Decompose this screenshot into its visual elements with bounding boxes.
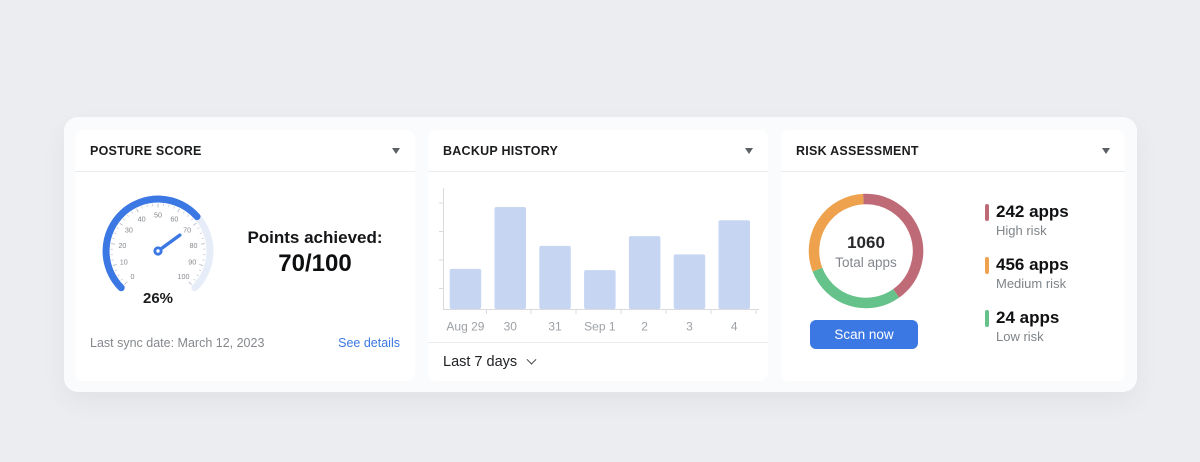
svg-text:70: 70: [183, 225, 191, 234]
risk-assessment-header: RISK ASSESSMENT: [781, 130, 1125, 172]
backup-history-card: BACKUP HISTORY Aug 29 30 31 Sep 1 2 3 4 Last 7…: [428, 130, 768, 381]
chevron-down-icon: [526, 354, 537, 365]
posture-score-card: POSTURE SCORE 0 10 20 30 40 50 60 70 80 90 100 26%…: [75, 130, 415, 381]
svg-text:80: 80: [190, 241, 198, 250]
risk-assessment-title: RISK ASSESSMENT: [796, 143, 919, 158]
backup-history-header: BACKUP HISTORY: [428, 130, 768, 172]
last-7-days-dropdown[interactable]: Last 7 days: [428, 342, 768, 381]
legend-item-medium-risk: 456 apps Medium risk: [985, 255, 1069, 291]
bar-chart-svg: Aug 29 30 31 Sep 1 2 3 4: [439, 188, 759, 334]
risk-donut-chart: [801, 186, 931, 316]
svg-text:4: 4: [731, 320, 738, 334]
posture-score-title: POSTURE SCORE: [90, 143, 202, 158]
svg-text:2: 2: [641, 320, 648, 334]
points-block: Points achieved: 70/100: [225, 227, 405, 279]
svg-text:Aug 29: Aug 29: [446, 320, 484, 334]
gauge-percent-label: 26%: [142, 290, 174, 307]
scan-now-button[interactable]: Scan now: [810, 320, 918, 349]
posture-gauge-chart: 0 10 20 30 40 50 60 70 80 90 100: [93, 191, 223, 303]
last-sync-text: Last sync date: March 12, 2023: [90, 336, 265, 350]
gauge-svg: 010 20 30 40 50 60 70 80 90 100: [102, 195, 214, 292]
svg-text:60: 60: [170, 214, 178, 223]
dropdown-caret-icon[interactable]: [745, 147, 753, 154]
filter-label: Last 7 days: [443, 354, 518, 370]
svg-text:100: 100: [177, 272, 189, 281]
svg-text:90: 90: [188, 258, 196, 267]
high-risk-marker-icon: [985, 204, 989, 221]
svg-text:10: 10: [120, 258, 128, 267]
medium-risk-marker-icon: [985, 257, 989, 274]
posture-footer: Last sync date: March 12, 2023 See detai…: [90, 336, 400, 350]
points-achieved-label: Points achieved:: [247, 228, 383, 247]
low-risk-value: 24 apps: [996, 308, 1060, 327]
low-risk-label: Low risk: [996, 329, 1044, 344]
svg-text:0: 0: [131, 272, 135, 281]
low-risk-marker-icon: [985, 310, 989, 327]
dropdown-caret-icon[interactable]: [1102, 147, 1110, 154]
donut-chart-svg: [808, 193, 924, 309]
points-achieved-value: 70/100: [278, 250, 352, 277]
legend-item-low-risk: 24 apps Low risk: [985, 308, 1069, 344]
risk-legend: 242 apps High risk 456 apps Medium risk …: [985, 202, 1069, 361]
svg-text:3: 3: [686, 320, 693, 334]
svg-text:30: 30: [504, 320, 518, 334]
svg-text:20: 20: [118, 241, 126, 250]
posture-score-header: POSTURE SCORE: [75, 130, 415, 172]
dropdown-caret-icon[interactable]: [392, 147, 400, 154]
see-details-link[interactable]: See details: [338, 336, 400, 350]
high-risk-value: 242 apps: [996, 202, 1069, 221]
svg-text:30: 30: [125, 225, 133, 234]
medium-risk-label: Medium risk: [996, 276, 1067, 291]
dashboard-panel: POSTURE SCORE 0 10 20 30 40 50 60 70 80 90 100 26%…: [64, 117, 1137, 392]
svg-text:50: 50: [154, 211, 162, 220]
backup-history-title: BACKUP HISTORY: [443, 143, 559, 158]
svg-text:40: 40: [138, 214, 146, 223]
legend-item-high-risk: 242 apps High risk: [985, 202, 1069, 238]
svg-text:Sep 1: Sep 1: [584, 320, 616, 334]
high-risk-label: High risk: [996, 223, 1047, 238]
svg-text:31: 31: [548, 320, 562, 334]
backup-bar-chart: Aug 29 30 31 Sep 1 2 3 4: [428, 172, 768, 342]
medium-risk-value: 456 apps: [996, 255, 1069, 274]
risk-assessment-card: RISK ASSESSMENT 1060 Total apps Scan now…: [781, 130, 1125, 381]
